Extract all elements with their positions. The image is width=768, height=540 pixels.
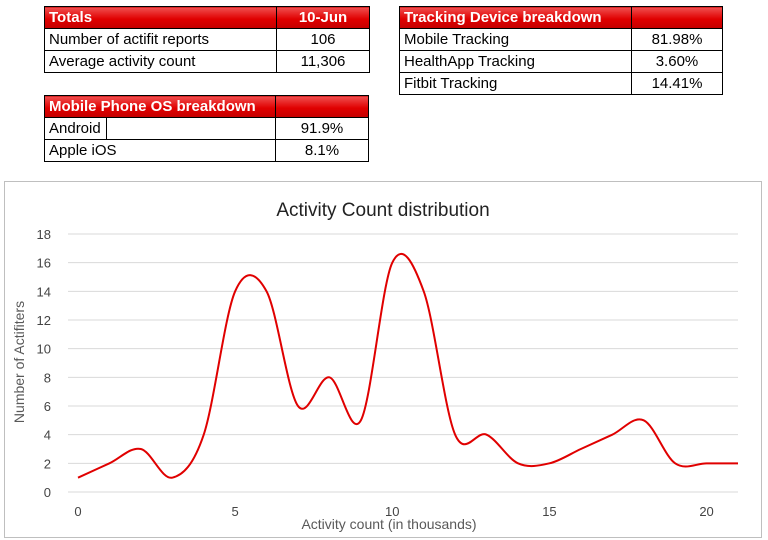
- x-tick-label: 10: [385, 504, 399, 519]
- tracking-header-blank: [631, 6, 723, 29]
- os-row-label: Android: [44, 117, 107, 140]
- os-header-blank: [275, 95, 369, 118]
- totals-title: Totals: [44, 6, 277, 29]
- activity-chart: Activity Count distribution 0 2 4 6 8 10 12 14 1…: [4, 181, 762, 538]
- totals-row-label: Average activity count: [44, 50, 277, 73]
- totals-table: Totals 10-Jun Number of actifit reports …: [44, 6, 370, 73]
- tracking-row-label: Fitbit Tracking: [399, 72, 632, 95]
- os-row-value: 8.1%: [275, 139, 369, 162]
- x-tick-label: 15: [542, 504, 556, 519]
- tracking-row-value: 81.98%: [631, 28, 723, 51]
- tracking-row-label: Mobile Tracking: [399, 28, 632, 51]
- os-table: Mobile Phone OS breakdown Android 91.9% …: [44, 95, 369, 162]
- x-tick-label: 20: [699, 504, 713, 519]
- tick-labels: 0 2 4 6 8 10 12 14 16 18 0 5 10 15 20: [37, 227, 714, 519]
- tracking-row-label: HealthApp Tracking: [399, 50, 632, 73]
- totals-date: 10-Jun: [276, 6, 370, 29]
- totals-row-value: 106: [276, 28, 370, 51]
- totals-row-value: 11,306: [276, 50, 370, 73]
- y-tick-label: 4: [44, 428, 51, 443]
- gridlines: [68, 233, 738, 493]
- y-axis-label: Number of Actifiters: [11, 301, 27, 423]
- os-row-value: 91.9%: [275, 117, 369, 140]
- totals-row-label: Number of actifit reports: [44, 28, 277, 51]
- os-title: Mobile Phone OS breakdown: [44, 95, 276, 118]
- tracking-title: Tracking Device breakdown: [399, 6, 632, 29]
- series-line: [77, 253, 738, 479]
- x-tick-label: 0: [74, 504, 81, 519]
- y-tick-label: 14: [37, 284, 51, 299]
- tracking-device-table: Tracking Device breakdown Mobile Trackin…: [399, 6, 723, 95]
- chart-title: Activity Count distribution: [276, 200, 489, 221]
- y-tick-label: 10: [37, 342, 51, 357]
- y-tick-label: 18: [37, 227, 51, 242]
- tracking-row-value: 14.41%: [631, 72, 723, 95]
- y-tick-label: 2: [44, 456, 51, 471]
- x-axis-label: Activity count (in thousands): [301, 516, 476, 532]
- os-row-blank: [106, 117, 276, 140]
- y-tick-label: 8: [44, 370, 51, 385]
- x-tick-label: 5: [232, 504, 239, 519]
- y-tick-label: 16: [37, 256, 51, 271]
- y-tick-label: 0: [44, 485, 51, 500]
- tracking-row-value: 3.60%: [631, 50, 723, 73]
- chart-svg: Activity Count distribution 0 2 4 6 8 10 12 14 1…: [11, 200, 738, 532]
- y-tick-label: 12: [37, 313, 51, 328]
- y-tick-label: 6: [44, 399, 51, 414]
- os-row-label: Apple iOS: [44, 139, 276, 162]
